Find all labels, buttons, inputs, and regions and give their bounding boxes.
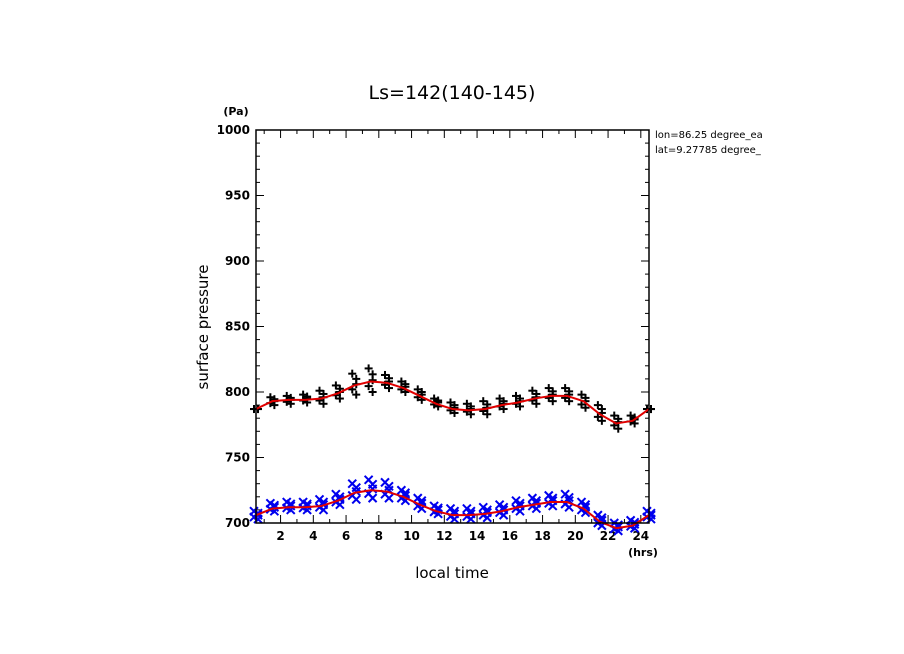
cross-marker xyxy=(576,497,587,507)
info-lat: lat=9.27785 degree_ xyxy=(655,145,762,156)
x-axis-unit: (hrs) xyxy=(628,546,658,559)
cross-marker xyxy=(511,496,521,506)
x-tick-label: 10 xyxy=(403,529,420,543)
info-lon: lon=86.25 degree_ea xyxy=(655,130,763,141)
y-tick-label: 800 xyxy=(225,385,250,399)
cross-marker xyxy=(445,503,456,514)
x-tick-label: 16 xyxy=(501,529,518,543)
cross-marker xyxy=(396,485,407,495)
cross-marker xyxy=(544,490,554,501)
cross-marker xyxy=(400,490,411,501)
x-tick-label: 22 xyxy=(600,529,617,543)
cross-marker xyxy=(560,489,570,499)
cross-marker xyxy=(367,479,378,490)
cross-marker xyxy=(527,493,538,503)
y-tick-label: 900 xyxy=(225,254,250,268)
plot-frame xyxy=(255,129,650,524)
cross-marker xyxy=(548,496,558,506)
x-tick-label: 2 xyxy=(276,529,284,543)
x-tick-label: 20 xyxy=(567,529,584,543)
y-tick-label: 700 xyxy=(225,516,250,530)
cross-marker xyxy=(380,477,390,488)
x-tick-label: 24 xyxy=(632,529,649,543)
chart-title: Ls=142(140-145) xyxy=(369,82,536,104)
cross-marker xyxy=(417,498,427,509)
y-axis-unit: (Pa) xyxy=(223,105,248,118)
y-tick-label: 850 xyxy=(225,320,250,334)
cross-marker xyxy=(331,489,341,499)
cross-marker xyxy=(564,496,574,506)
x-tick-label: 8 xyxy=(375,529,383,543)
x-tick-label: 18 xyxy=(534,529,551,543)
cross-marker xyxy=(363,475,374,485)
y-tick-label: 1000 xyxy=(217,123,250,137)
x-axis-title: local time xyxy=(415,564,489,582)
axis-ticks xyxy=(256,129,649,524)
cross-marker xyxy=(580,502,591,512)
y-axis-title: surface pressure xyxy=(194,265,212,390)
x-tick-label: 14 xyxy=(469,529,486,543)
tick-labels: 2 4 6 8 10 12 14 16 18 20 22 2470075080085090095010… xyxy=(217,123,650,543)
cross-marker xyxy=(466,509,476,519)
x-tick-label: 6 xyxy=(342,529,350,543)
cross-marker xyxy=(314,494,325,505)
fit-line-0 xyxy=(255,380,650,425)
data-markers xyxy=(249,364,656,536)
x-tick-label: 4 xyxy=(309,529,317,543)
cross-marker xyxy=(347,478,357,489)
fit-lines xyxy=(255,380,650,530)
cross-marker xyxy=(413,493,423,503)
cross-marker xyxy=(494,499,505,510)
cross-marker xyxy=(462,503,472,514)
y-tick-label: 750 xyxy=(225,451,250,465)
cross-marker xyxy=(367,493,378,503)
cross-marker xyxy=(265,498,276,509)
cross-marker xyxy=(478,502,488,512)
cross-marker xyxy=(282,497,292,507)
cross-marker xyxy=(449,509,460,519)
x-tick-label: 12 xyxy=(436,529,453,543)
fit-line-1 xyxy=(255,489,650,530)
cross-marker xyxy=(298,497,308,507)
y-tick-label: 950 xyxy=(225,189,250,203)
